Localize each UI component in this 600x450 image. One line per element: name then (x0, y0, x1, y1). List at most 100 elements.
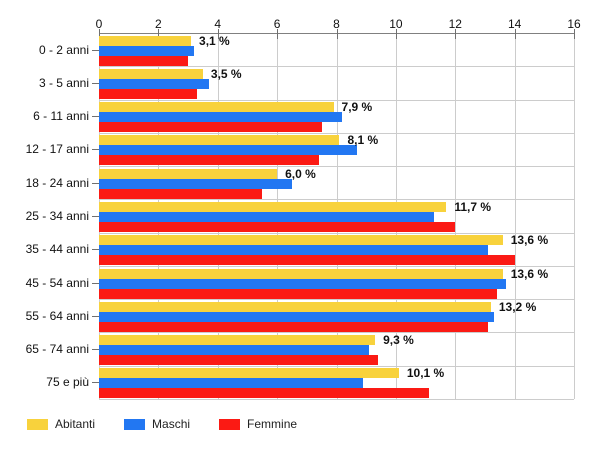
bar-maschi-8 (99, 311, 494, 322)
bar-maschi-0 (99, 45, 194, 56)
bar-femmine-5 (99, 222, 456, 232)
bar-femmine-4 (99, 188, 263, 199)
x-axis-tick-label: 2 (155, 17, 162, 31)
bar-abitanti-8 (99, 301, 491, 312)
value-label: 9,3 % (383, 333, 414, 348)
x-axis-tick (395, 29, 397, 39)
legend-label-femmine: Femmine (247, 417, 298, 431)
value-label: 3,1 % (199, 33, 230, 48)
legend-swatch-abitanti (27, 418, 48, 430)
legend-item-femmine: Femmine (219, 417, 297, 431)
bar-maschi-9 (99, 345, 370, 356)
category-label: 12 - 17 anni (25, 142, 89, 157)
bar-maschi-10 (99, 378, 364, 389)
bar-maschi-4 (99, 178, 292, 189)
bar-abitanti-10 (99, 368, 399, 379)
value-label: 13,6 % (510, 266, 549, 281)
y-axis-tick (92, 282, 99, 284)
bar-maschi-1 (99, 78, 209, 89)
y-axis-tick (92, 82, 99, 84)
x-axis-tick-label: 4 (214, 17, 222, 31)
bar-femmine-0 (99, 55, 189, 66)
legend-label-abitanti: Abitanti (55, 417, 96, 431)
gridline-horizontal (99, 365, 574, 367)
y-axis-tick (92, 315, 99, 317)
x-axis-tick (514, 29, 516, 39)
gridline-horizontal (99, 66, 574, 68)
x-axis-tick (99, 29, 100, 39)
legend-swatch-femmine (219, 418, 241, 430)
plot-area: 3,1 % 3,5 % 7,9 % 8,1 % 6,0 % 11,7 % 13,6 % 13,… (99, 29, 575, 400)
gridline-horizontal (99, 199, 574, 201)
y-axis-tick (92, 349, 99, 351)
bar-femmine-10 (99, 388, 429, 399)
x-axis-tick-label: 0 (95, 17, 103, 31)
category-label: 75 e più (46, 375, 89, 390)
x-axis-tick-label: 14 (507, 17, 522, 31)
bar-abitanti-6 (99, 235, 503, 246)
value-label: 10,1 % (406, 366, 445, 381)
category-label: 3 - 5 anni (38, 75, 89, 90)
x-axis-tick-label: 8 (333, 17, 340, 31)
bar-femmine-2 (99, 122, 322, 133)
bar-abitanti-0 (99, 35, 192, 46)
bar-abitanti-3 (99, 135, 340, 146)
x-axis-tick-labels: 0 2 4 6 8 10 12 14 16 (95, 17, 581, 31)
gridline-vertical (455, 34, 457, 399)
y-axis-tick (92, 382, 99, 384)
value-label: 13,2 % (498, 299, 537, 314)
bar-abitanti-9 (99, 335, 376, 346)
x-axis-tick (277, 29, 279, 39)
y-axis-tick (92, 249, 99, 251)
bar-femmine-7 (99, 288, 497, 299)
bar-femmine-3 (99, 155, 319, 166)
x-axis-tick (574, 29, 575, 39)
x-axis-tick-label: 6 (273, 17, 281, 31)
category-label: 45 - 54 anni (25, 275, 89, 290)
value-label: 7,9 % (341, 100, 373, 115)
gridline-horizontal (99, 99, 574, 101)
legend-label-maschi: Maschi (152, 417, 191, 431)
bar-abitanti-1 (99, 68, 203, 79)
legend: Abitanti Maschi Femmine (27, 417, 326, 431)
bar-maschi-7 (99, 278, 506, 289)
bar-femmine-8 (99, 321, 488, 332)
category-label: 25 - 34 anni (25, 209, 89, 223)
y-axis-tick (92, 216, 99, 217)
y-axis-tick (92, 182, 99, 184)
category-label: 0 - 2 anni (38, 42, 89, 57)
gridline-horizontal (99, 232, 574, 234)
gridline-horizontal (99, 132, 574, 134)
gridline-horizontal (99, 332, 574, 334)
value-label: 11,7 % (454, 200, 492, 214)
bar-abitanti-7 (99, 268, 503, 279)
value-label: 3,5 % (210, 66, 242, 81)
category-label: 55 - 64 anni (25, 308, 89, 323)
category-label: 35 - 44 anni (25, 242, 89, 257)
bar-femmine-6 (99, 255, 515, 266)
legend-item-maschi: Maschi (124, 417, 190, 431)
y-axis-category-labels: 0 - 2 anni 3 - 5 anni 6 - 11 anni 12 - 17 a… (0, 33, 99, 399)
gridline-vertical (574, 34, 575, 399)
bar-femmine-1 (99, 88, 197, 99)
y-axis-tick (92, 116, 99, 118)
gridline-horizontal (99, 399, 574, 400)
gridline-horizontal (99, 299, 574, 301)
bar-maschi-6 (99, 245, 488, 256)
gridline-horizontal (99, 166, 574, 168)
value-label: 13,6 % (510, 233, 549, 248)
x-axis-tick-label: 12 (448, 17, 462, 31)
bar-maschi-2 (99, 112, 343, 123)
bar-femmine-9 (99, 355, 379, 366)
bar-maschi-5 (99, 212, 435, 222)
x-axis-tick-label: 10 (389, 17, 403, 31)
gridline-vertical (514, 34, 516, 399)
legend-item-abitanti: Abitanti (27, 417, 95, 431)
bar-maschi-3 (99, 145, 358, 156)
y-axis-tick (92, 149, 99, 151)
category-label: 18 - 24 anni (25, 175, 89, 190)
legend-swatch-maschi (124, 418, 146, 430)
x-axis-tick (217, 29, 219, 39)
x-axis-tick (455, 29, 457, 39)
